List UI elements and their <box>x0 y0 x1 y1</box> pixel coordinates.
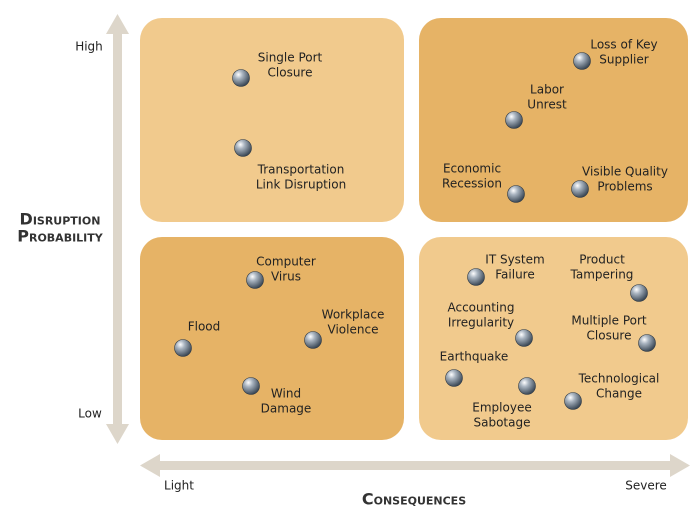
risk-label: Transportation <box>257 163 345 177</box>
risk-label: Single Port <box>258 51 323 65</box>
risk-label: Earthquake <box>440 350 509 364</box>
risk-label: Failure <box>495 268 534 282</box>
risk-marker <box>304 331 322 349</box>
risk-label: Loss of Key <box>590 38 657 52</box>
risk-marker <box>507 185 525 203</box>
risk-label: Recession <box>442 177 502 191</box>
risk-marker <box>234 139 252 157</box>
risk-marker <box>518 377 536 395</box>
risk-label: Problems <box>597 180 652 194</box>
risk-label: Link Disruption <box>256 178 346 192</box>
risk-label: Visible Quality <box>582 165 668 179</box>
risk-label: Damage <box>261 402 312 416</box>
risk-marker <box>445 369 463 387</box>
axis-end-label: Light <box>164 479 194 493</box>
risk-marker <box>571 180 589 198</box>
risk-label: Technological <box>578 372 660 386</box>
quadrant <box>140 237 404 440</box>
risk-label: Product <box>579 253 625 267</box>
risk-marker <box>246 271 264 289</box>
risk-marker <box>174 339 192 357</box>
axis-end-label: High <box>75 40 103 54</box>
risk-label: Computer <box>256 255 316 269</box>
quadrant <box>140 18 404 222</box>
risk-marker <box>515 329 533 347</box>
risk-label: Closure <box>268 66 313 80</box>
risk-label: Multiple Port <box>571 314 647 328</box>
risk-marker <box>638 334 656 352</box>
risk-label: Flood <box>188 320 221 334</box>
risk-marker <box>232 69 250 87</box>
risk-marker <box>242 377 260 395</box>
risk-label: Irregularity <box>448 316 514 330</box>
risk-label: Closure <box>587 329 632 343</box>
risk-label: Wind <box>271 387 301 401</box>
risk-label: Accounting <box>447 301 514 315</box>
risk-label: Employee <box>472 401 531 415</box>
risk-marker <box>630 284 648 302</box>
risk-label: Tampering <box>570 268 634 282</box>
risk-label: Workplace <box>322 308 385 322</box>
axis-title: Probability <box>17 227 104 246</box>
risk-label: Virus <box>271 270 301 284</box>
quadrant <box>419 18 688 222</box>
risk-marker <box>573 52 591 70</box>
quadrant <box>419 237 688 440</box>
axis-end-label: Severe <box>625 479 667 493</box>
axis-arrows <box>106 14 690 477</box>
risk-label: Violence <box>328 323 379 337</box>
risk-label: Supplier <box>599 53 649 67</box>
risk-marker <box>564 392 582 410</box>
axis-title: Consequences <box>362 490 466 509</box>
risk-marker <box>505 111 523 129</box>
axis-title: Disruption <box>20 210 101 229</box>
risk-marker <box>467 268 485 286</box>
risk-label: IT System <box>485 253 544 267</box>
risk-label: Economic <box>443 162 501 176</box>
axis-end-label: Low <box>78 407 102 421</box>
risk-label: Unrest <box>527 98 567 112</box>
risk-label: Labor <box>530 83 564 97</box>
risk-label: Change <box>596 387 642 401</box>
risk-label: Sabotage <box>474 416 531 430</box>
